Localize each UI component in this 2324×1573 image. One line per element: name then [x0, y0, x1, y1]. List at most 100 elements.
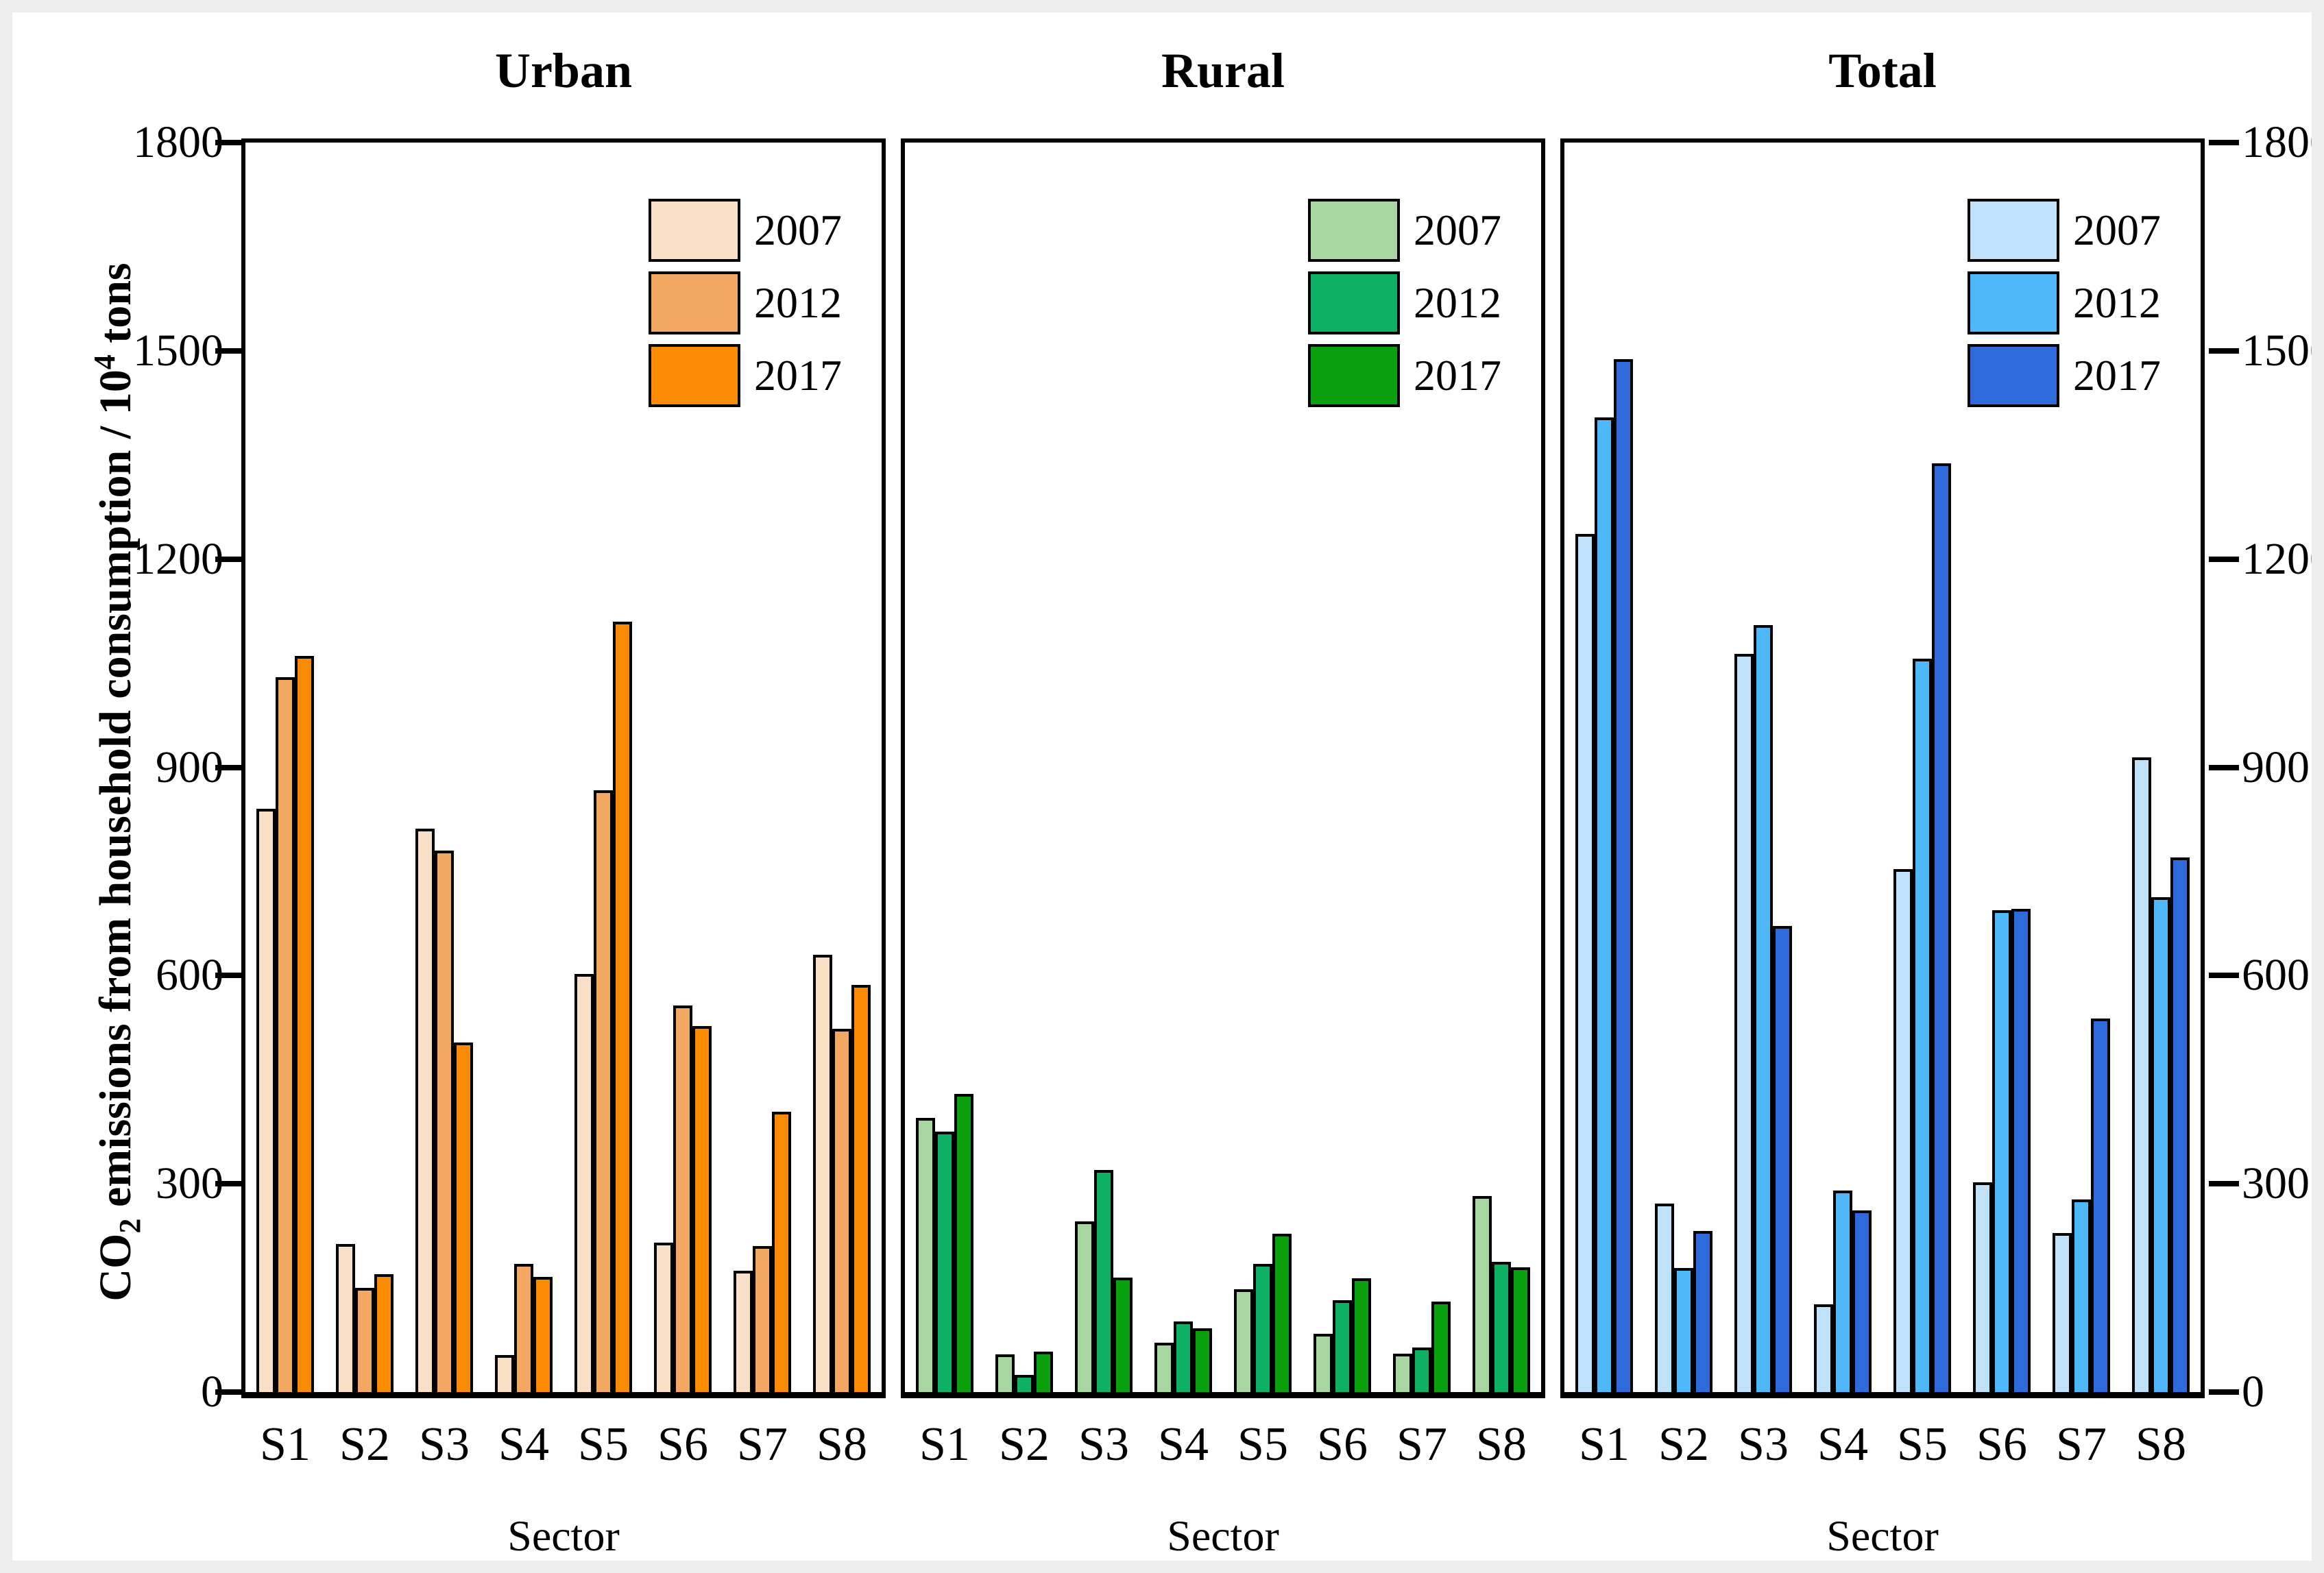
y-tick-label-left: 1800: [133, 117, 223, 167]
y-tick-right: [2209, 347, 2239, 354]
y-tick-label-right: 1800: [2242, 117, 2324, 167]
bar-rural-s4-2007: [1154, 1343, 1174, 1392]
bar-group-s8: [802, 143, 882, 1392]
bar-total-s7-2012: [2072, 1199, 2091, 1392]
y-tick-left: [215, 1181, 245, 1187]
legend-urban: 2007 2012 2017: [649, 199, 842, 417]
bar-rural-s6-2017: [1352, 1278, 1371, 1392]
x-tick-label-s5: S5: [578, 1418, 629, 1471]
bar-urban-s1-2017: [295, 656, 314, 1392]
legend-row-2017: 2017: [649, 344, 842, 407]
legend-swatch-2007: [1308, 199, 1400, 262]
legend-label-2017: 2017: [1414, 351, 1501, 400]
bar-total-s2-2012: [1674, 1267, 1693, 1392]
x-axis-label-rural: Sector: [1167, 1511, 1279, 1560]
legend-label-2012: 2012: [1414, 278, 1501, 327]
y-tick-label-right: 1200: [2242, 533, 2324, 584]
bar-total-s3-2007: [1734, 654, 1754, 1392]
bars-area-rural: [905, 143, 1541, 1392]
bar-rural-s5-2017: [1272, 1234, 1292, 1392]
bar-group-s6: [643, 143, 723, 1392]
legend-row-2012: 2012: [649, 271, 842, 334]
y-tick-label-left: 600: [156, 950, 223, 1001]
bar-total-s4-2007: [1814, 1304, 1833, 1392]
bar-urban-s1-2012: [276, 676, 295, 1392]
panel-rural: 2007 2012 2017: [901, 138, 1545, 1398]
bar-group-s5: [564, 143, 643, 1392]
bar-total-s1-2012: [1595, 417, 1614, 1392]
bar-total-s6-2017: [2011, 909, 2031, 1392]
bar-group-s6: [1303, 143, 1382, 1392]
x-tick-label-s1: S1: [260, 1418, 311, 1471]
y-tick-label-left: 300: [156, 1158, 223, 1209]
panel-urban: 2007 2012 2017: [241, 138, 886, 1398]
bar-total-s1-2017: [1614, 359, 1633, 1392]
x-tick-label-s2: S2: [999, 1418, 1050, 1471]
y-tick-left: [215, 973, 245, 979]
bar-rural-s1-2017: [954, 1093, 973, 1392]
bar-rural-s5-2007: [1234, 1289, 1253, 1392]
x-tick-label-s4: S4: [498, 1418, 549, 1471]
x-tick-label-s6: S6: [1317, 1418, 1368, 1471]
legend-row-2017: 2017: [1968, 344, 2161, 407]
bar-group-s8: [1462, 143, 1541, 1392]
bar-total-s8-2017: [2170, 857, 2190, 1392]
y-tick-left: [215, 1389, 245, 1395]
bar-group-s3: [1723, 143, 1803, 1392]
bar-group-s5: [1223, 143, 1303, 1392]
bar-group-s4: [1143, 143, 1223, 1392]
bar-group-s2: [984, 143, 1064, 1392]
legend-swatch-2017: [1308, 344, 1400, 407]
bar-group-s3: [404, 143, 484, 1392]
bar-rural-s2-2012: [1015, 1374, 1034, 1392]
bar-urban-s2-2017: [374, 1273, 394, 1392]
legend-row-2007: 2007: [1968, 199, 2161, 262]
bar-group-s7: [2042, 143, 2121, 1392]
y-tick-label-left: 1200: [133, 533, 223, 584]
bar-rural-s8-2012: [1492, 1261, 1511, 1392]
x-tick-label-s8: S8: [816, 1418, 867, 1471]
bar-rural-s3-2012: [1094, 1169, 1113, 1392]
bar-rural-s2-2017: [1034, 1352, 1053, 1392]
panel-title-rural: Rural: [1161, 43, 1285, 98]
bar-urban-s4-2007: [495, 1355, 514, 1392]
y-tick-label-left: 900: [156, 742, 223, 792]
y-tick-label-right: 1500: [2242, 325, 2324, 376]
bar-urban-s6-2007: [654, 1243, 673, 1392]
x-tick-label-s2: S2: [1658, 1418, 1709, 1471]
bar-urban-s5-2012: [594, 790, 613, 1392]
bar-urban-s1-2007: [256, 809, 276, 1392]
x-tick-label-s4: S4: [1817, 1418, 1868, 1471]
legend-label-2017: 2017: [754, 351, 842, 400]
y-tick-right: [2209, 764, 2239, 770]
y-tick-label-left: 0: [201, 1367, 223, 1417]
y-tick-label-right: 900: [2242, 742, 2310, 792]
y-axis-label-subscript: 2: [113, 1218, 147, 1234]
x-tick-label-s7: S7: [737, 1418, 788, 1471]
legend-label-2012: 2012: [754, 278, 842, 327]
legend-label-2012: 2012: [2073, 278, 2161, 327]
y-tick-label-right: 600: [2242, 950, 2310, 1001]
bar-urban-s8-2012: [832, 1029, 851, 1392]
bar-group-s1: [245, 143, 325, 1392]
bar-total-s3-2012: [1754, 624, 1773, 1392]
legend-swatch-2012: [1308, 271, 1400, 334]
bar-total-s4-2012: [1833, 1191, 1852, 1392]
x-tick-labels-urban: S1 S2 S3 S4 S5 S6 S7 S8: [245, 1411, 882, 1479]
bar-rural-s3-2017: [1113, 1277, 1133, 1392]
bar-total-s5-2007: [1893, 869, 1913, 1392]
legend-label-2017: 2017: [2073, 351, 2161, 400]
x-tick-label-s6: S6: [1976, 1418, 2027, 1471]
bar-total-s5-2012: [1913, 658, 1932, 1392]
legend-row-2007: 2007: [649, 199, 842, 262]
x-tick-label-s3: S3: [1738, 1418, 1789, 1471]
bar-group-s7: [1382, 143, 1462, 1392]
bar-urban-s5-2007: [574, 974, 594, 1392]
x-axis-label-urban: Sector: [507, 1511, 620, 1560]
x-axis-label-total: Sector: [1826, 1511, 1939, 1560]
bar-urban-s6-2017: [692, 1026, 712, 1392]
bar-rural-s7-2007: [1393, 1354, 1412, 1392]
panel-title-urban: Urban: [494, 43, 633, 98]
bar-group-s4: [484, 143, 564, 1392]
bar-group-s2: [325, 143, 404, 1392]
